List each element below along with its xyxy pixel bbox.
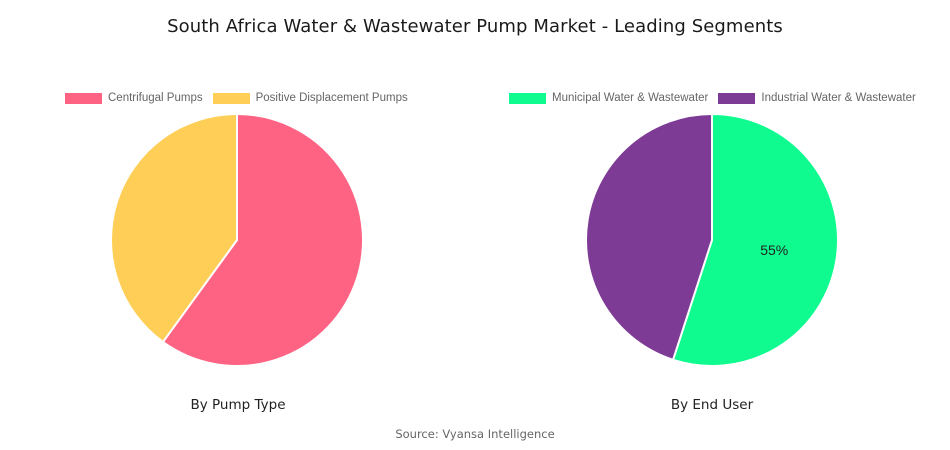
legend-item[interactable]: Municipal Water & Wastewater bbox=[509, 92, 708, 104]
pie-slice[interactable] bbox=[585, 112, 713, 362]
legend-swatch bbox=[509, 92, 546, 104]
source-note: Source: Vyansa Intelligence bbox=[395, 427, 555, 441]
chart-title: South Africa Water & Wastewater Pump Mar… bbox=[167, 16, 783, 37]
pie-slice[interactable] bbox=[110, 112, 238, 344]
legend-label: Municipal Water & Wastewater bbox=[552, 92, 709, 104]
legend-item[interactable]: Industrial Water & Wastewater bbox=[718, 92, 916, 104]
pie-slice[interactable] bbox=[161, 112, 364, 367]
legend-pump-type: Centrifugal Pumps Positive Displacement … bbox=[65, 92, 418, 104]
slice-data-label: 55% bbox=[760, 242, 788, 258]
chart-label-end-user: By End User bbox=[670, 397, 754, 413]
legend-swatch bbox=[65, 92, 102, 104]
pie-chart-end-user: 55% bbox=[585, 112, 839, 367]
pie-slice[interactable] bbox=[671, 112, 839, 367]
legend-item[interactable]: Positive Displacement Pumps bbox=[212, 92, 408, 104]
legend-label: Positive Displacement Pumps bbox=[255, 92, 408, 104]
legend-swatch bbox=[718, 92, 756, 104]
legend-swatch bbox=[212, 92, 250, 104]
legend-label: Centrifugal Pumps bbox=[108, 92, 203, 104]
legend-item[interactable]: Centrifugal Pumps bbox=[65, 92, 203, 104]
chart-label-pump-type: By Pump Type bbox=[190, 397, 286, 413]
legend-label: Industrial Water & Wastewater bbox=[761, 92, 916, 104]
legend-end-user: Municipal Water & Wastewater Industrial … bbox=[509, 92, 926, 104]
pie-chart-pump-type bbox=[110, 112, 364, 367]
